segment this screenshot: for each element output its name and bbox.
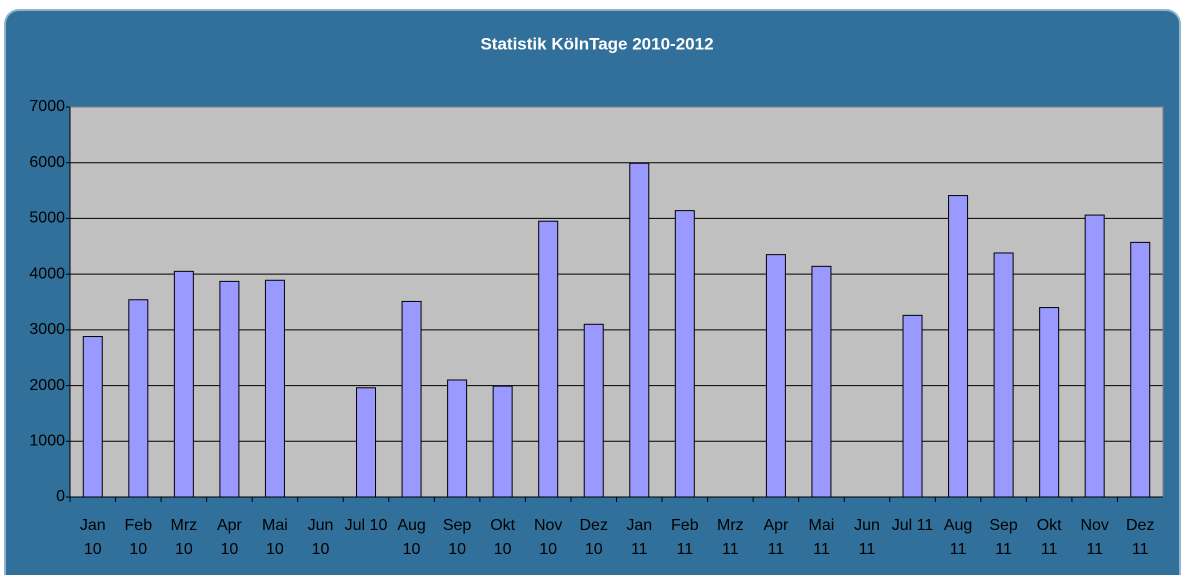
- bar: [128, 299, 149, 498]
- y-tick-label: 2000: [29, 377, 65, 394]
- x-tick-label: Jun 10: [307, 517, 334, 558]
- y-tick-label: 4000: [29, 265, 65, 282]
- bar: [993, 252, 1014, 498]
- y-tick-label: 6000: [29, 154, 65, 171]
- bar: [1039, 307, 1060, 498]
- x-tick-label: Okt 11: [1036, 517, 1062, 558]
- chart-title: Statistik KölnTage 2010-2012: [480, 34, 713, 53]
- x-tick-label: Dez 10: [579, 517, 608, 558]
- bar: [1130, 241, 1151, 498]
- bar: [82, 336, 103, 498]
- bar: [1084, 214, 1105, 498]
- bar: [811, 265, 832, 498]
- x-tick-label: Okt 10: [490, 517, 516, 558]
- bar: [401, 300, 422, 498]
- y-tick-label: 5000: [29, 210, 65, 227]
- x-tick-label: Jul 10: [344, 517, 388, 534]
- x-tick-label: Apr 10: [216, 517, 242, 558]
- x-tick-label: Mrz 10: [170, 517, 198, 558]
- bar: [765, 254, 786, 498]
- x-tick-label: Nov 11: [1080, 517, 1109, 558]
- x-tick-label: Apr 11: [763, 517, 789, 558]
- x-tick-label: Jun 11: [854, 517, 880, 558]
- x-tick-label: Jan 11: [626, 517, 653, 558]
- y-tick-label: 7000: [29, 98, 65, 115]
- bar: [264, 279, 285, 498]
- bar: [356, 387, 377, 498]
- bar: [902, 314, 923, 498]
- y-tick-label: 0: [56, 488, 65, 505]
- x-tick-label: Mrz 11: [717, 517, 744, 558]
- bar: [219, 280, 240, 498]
- x-tick-label: Sep 11: [989, 517, 1018, 558]
- x-tick-label: Feb 11: [671, 517, 699, 558]
- y-tick-label: 3000: [29, 321, 65, 338]
- bar: [492, 385, 513, 498]
- x-tick-label: Nov 10: [533, 517, 563, 558]
- x-tick-label: Dez 11: [1125, 517, 1155, 558]
- bar: [629, 162, 650, 498]
- x-tick-label: Aug 10: [397, 517, 426, 558]
- bar: [447, 379, 468, 498]
- x-tick-label: Jul 11: [891, 517, 934, 534]
- bar: [538, 220, 559, 498]
- x-tick-label: Mai 10: [262, 517, 288, 558]
- bar: [948, 195, 969, 498]
- bar: [173, 270, 194, 498]
- x-tick-label: Mai 11: [808, 517, 835, 558]
- bar: [583, 323, 604, 498]
- y-tick-label: 1000: [29, 433, 65, 450]
- x-tick-label: Feb 10: [124, 517, 153, 558]
- plot-area: [70, 107, 1163, 497]
- x-tick-label: Sep 10: [442, 517, 472, 558]
- bar: [674, 210, 695, 498]
- x-tick-label: Jan 10: [79, 517, 106, 558]
- x-tick-label: Aug 11: [943, 517, 973, 558]
